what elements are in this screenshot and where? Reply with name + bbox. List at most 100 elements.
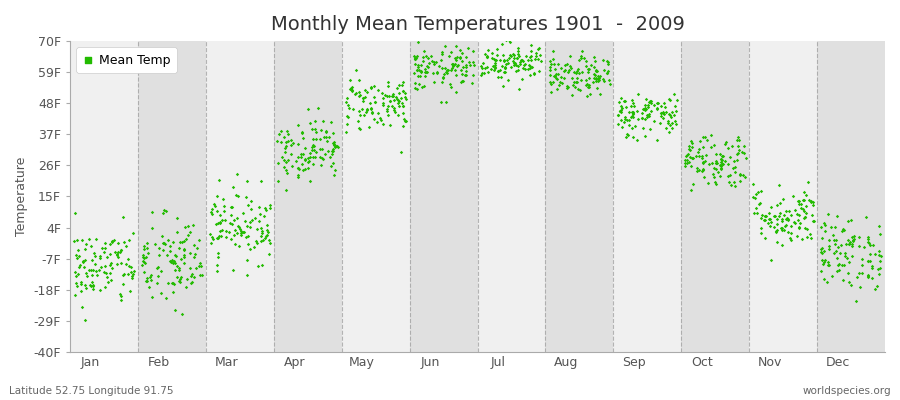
Point (759, 235, 773, 241)
Point (312, 136, 327, 142)
Point (614, 95, 628, 102)
Point (161, 237, 176, 243)
Point (82, 267, 96, 273)
Point (509, 55, 524, 61)
Point (798, 210, 813, 216)
Point (619, 134, 634, 141)
Point (828, 224, 842, 230)
Point (692, 167, 706, 173)
Point (281, 157, 295, 163)
Point (544, 81, 558, 87)
Point (465, 48, 480, 54)
Point (696, 144, 710, 150)
Point (662, 111, 677, 117)
Point (339, 121, 354, 128)
Point (440, 67, 454, 73)
Point (459, 54, 473, 60)
Point (392, 90, 406, 96)
Point (709, 150, 724, 157)
Point (698, 151, 713, 158)
Point (149, 280, 164, 286)
Point (822, 237, 836, 244)
Point (513, 58, 527, 65)
Point (872, 222, 886, 229)
Point (492, 66, 507, 73)
Point (144, 277, 158, 283)
Point (422, 60, 436, 66)
Point (708, 160, 723, 166)
Point (223, 236, 238, 242)
Point (98, 262, 112, 269)
Point (816, 248, 831, 255)
Point (331, 143, 346, 150)
Point (557, 74, 572, 81)
Point (295, 134, 310, 141)
Point (457, 71, 472, 78)
Point (804, 235, 818, 242)
Point (94, 287, 108, 293)
Point (560, 61, 574, 68)
Point (526, 70, 541, 76)
Point (531, 56, 545, 62)
Point (261, 236, 275, 243)
Point (714, 158, 728, 165)
Point (293, 154, 308, 160)
Point (394, 81, 409, 88)
Point (794, 204, 808, 211)
Point (407, 53, 421, 60)
Point (546, 79, 561, 85)
Point (763, 219, 778, 225)
Point (524, 48, 538, 54)
Point (485, 55, 500, 62)
Point (851, 270, 866, 276)
Point (589, 76, 603, 82)
Point (621, 132, 635, 138)
Point (236, 210, 250, 216)
Point (649, 100, 663, 106)
Point (854, 270, 868, 276)
Point (656, 110, 670, 116)
Point (770, 202, 784, 208)
Point (579, 62, 593, 69)
Point (364, 106, 378, 112)
Point (521, 61, 535, 68)
Point (426, 70, 440, 76)
Point (163, 248, 177, 254)
Point (775, 225, 789, 231)
Point (173, 279, 187, 286)
Point (834, 228, 849, 234)
Point (365, 110, 380, 116)
Point (302, 178, 317, 184)
Point (173, 276, 187, 282)
Point (390, 85, 404, 91)
Point (454, 79, 469, 86)
Point (826, 232, 841, 238)
Point (166, 260, 180, 266)
Point (831, 244, 845, 250)
Point (497, 57, 511, 63)
Point (122, 236, 136, 243)
Point (528, 52, 543, 59)
Point (638, 105, 652, 112)
Point (398, 94, 412, 101)
Point (310, 136, 324, 142)
Point (233, 232, 248, 238)
Point (805, 198, 819, 204)
Point (397, 116, 411, 122)
Point (352, 77, 366, 83)
Point (684, 140, 698, 146)
Point (68, 210, 82, 216)
Point (794, 201, 808, 207)
Point (399, 90, 413, 96)
Point (328, 144, 342, 150)
Point (436, 79, 450, 85)
Point (189, 265, 203, 271)
Point (173, 239, 187, 245)
Point (772, 212, 787, 219)
Point (726, 179, 741, 185)
Point (732, 146, 746, 153)
Point (643, 126, 657, 133)
Point (455, 78, 470, 84)
Point (218, 217, 232, 223)
Point (475, 64, 490, 71)
